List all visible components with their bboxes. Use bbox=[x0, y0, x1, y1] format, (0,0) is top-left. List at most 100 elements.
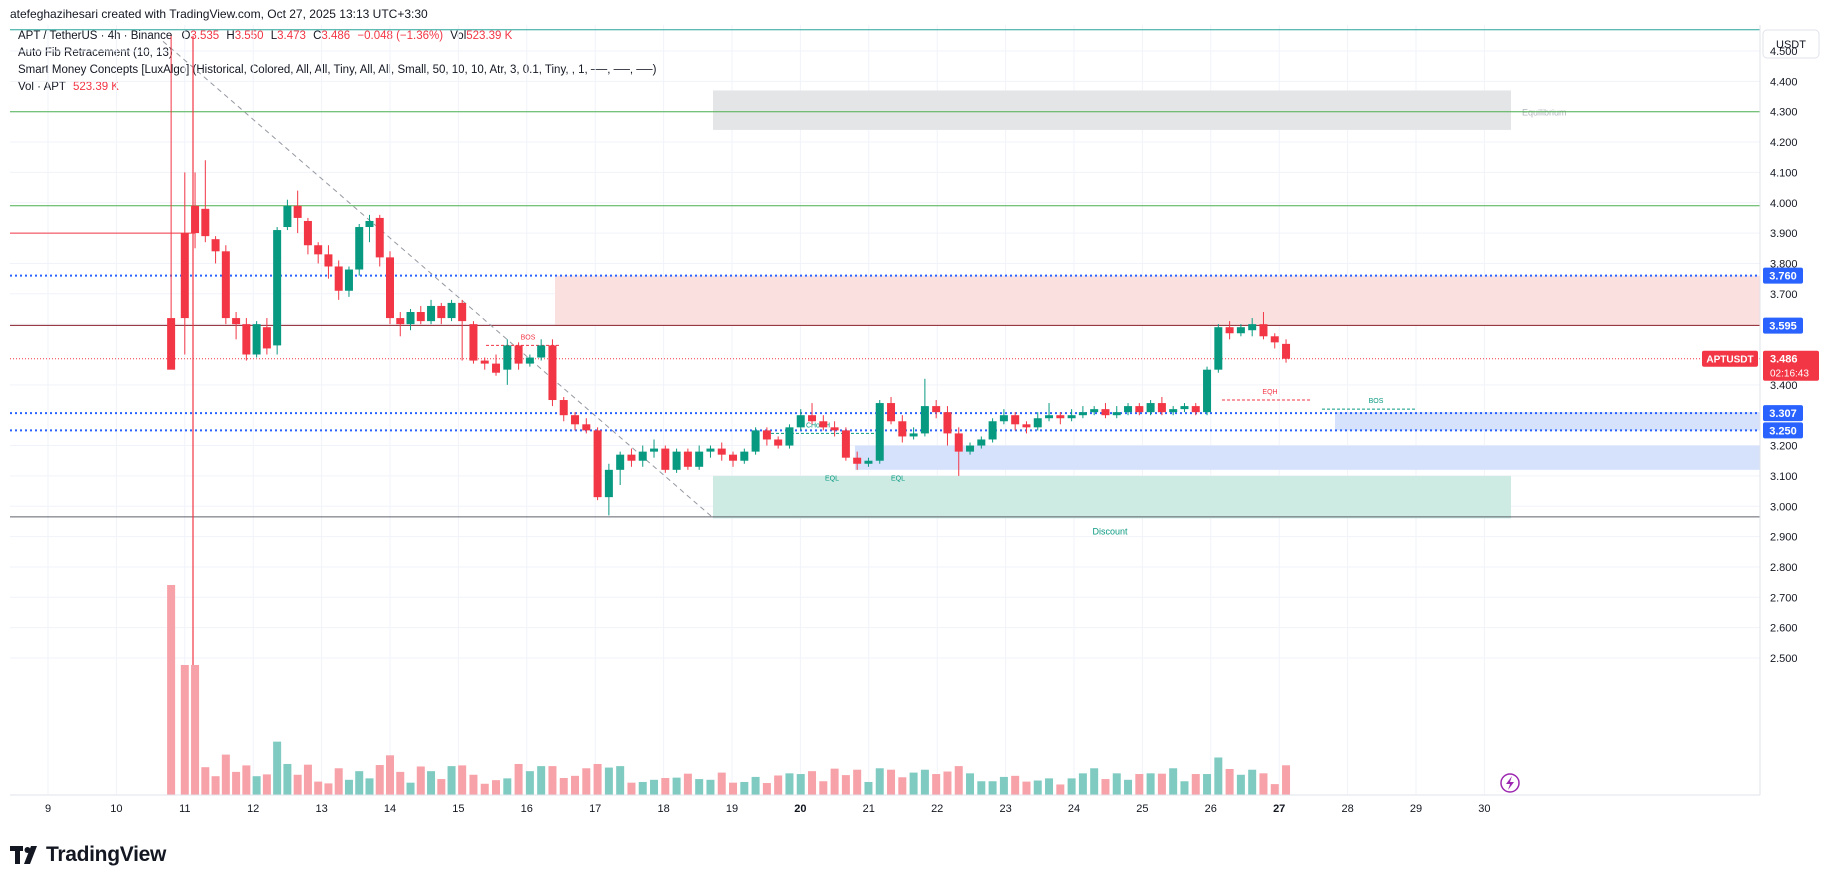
eql-label-1: EQL bbox=[825, 475, 839, 482]
volume-bar bbox=[1203, 774, 1212, 795]
price-tick: 2.900 bbox=[1770, 532, 1798, 544]
volume-bar bbox=[406, 782, 415, 795]
time-tick: 9 bbox=[45, 803, 51, 815]
time-tick: 18 bbox=[657, 803, 669, 815]
volume-bar bbox=[537, 766, 546, 795]
volume-bar bbox=[180, 665, 189, 795]
indicator-volume-legend[interactable]: Vol · APT 523.39 K bbox=[18, 81, 119, 93]
volume-bar bbox=[841, 775, 850, 795]
candle-body bbox=[1225, 327, 1234, 334]
volume-bar bbox=[525, 771, 534, 795]
volume-bar bbox=[740, 781, 749, 795]
volume-bar bbox=[729, 782, 738, 795]
time-tick: 15 bbox=[452, 803, 464, 815]
candle-body bbox=[672, 451, 681, 470]
price-tick: 4.200 bbox=[1770, 137, 1798, 149]
candle-body bbox=[537, 345, 546, 358]
lightning-button[interactable] bbox=[1500, 773, 1520, 793]
volume-bar bbox=[167, 585, 176, 795]
eqh-label: EQH bbox=[1262, 389, 1277, 396]
choch-label: CHoCH bbox=[806, 422, 830, 429]
candle-body bbox=[469, 324, 478, 361]
volume-bar bbox=[638, 781, 647, 795]
candle-body bbox=[334, 266, 343, 291]
fib-trend-line bbox=[162, 40, 713, 518]
candle-body bbox=[717, 448, 726, 455]
level-price-text: 3.250 bbox=[1769, 425, 1797, 437]
time-tick: 13 bbox=[315, 803, 327, 815]
volume-bar bbox=[273, 741, 282, 795]
volume-bar bbox=[920, 769, 929, 795]
candle-body bbox=[1056, 415, 1065, 419]
volume-bar bbox=[1011, 775, 1020, 795]
volume-bar bbox=[1191, 774, 1200, 795]
candle-body bbox=[887, 403, 896, 422]
candle-body bbox=[650, 448, 659, 452]
candle-body bbox=[898, 421, 907, 437]
symbol-tag bbox=[1702, 350, 1758, 367]
volume-bar bbox=[303, 764, 312, 795]
volume-bar bbox=[480, 783, 489, 795]
volume-bar bbox=[1033, 780, 1042, 795]
level-price-tag bbox=[1763, 267, 1803, 284]
volume-bar bbox=[458, 765, 467, 795]
volume-bar bbox=[943, 771, 952, 795]
current-price-text: 3.486 bbox=[1770, 354, 1798, 366]
volume-bar bbox=[396, 771, 405, 795]
volume-bar bbox=[437, 779, 446, 795]
candle-body bbox=[796, 415, 805, 428]
indicator-fib-legend[interactable]: Auto Fib Retracement (10, 13) bbox=[18, 47, 173, 59]
candle-body bbox=[1090, 409, 1099, 413]
volume-bar bbox=[1248, 769, 1257, 795]
price-tick: 4.300 bbox=[1770, 107, 1798, 119]
volume-bars bbox=[167, 585, 1291, 795]
symbol-legend[interactable]: APT / TetherUS · 4h · Binance O3.535 H3.… bbox=[18, 30, 512, 42]
candle-body bbox=[365, 220, 374, 228]
current-price-tag bbox=[1763, 350, 1819, 381]
price-tick: 2.600 bbox=[1770, 623, 1798, 635]
volume-bar bbox=[616, 766, 625, 795]
volume-bar bbox=[999, 776, 1008, 795]
symbol-tag-text: APTUSDT bbox=[1706, 355, 1753, 366]
volume-bar bbox=[627, 782, 636, 795]
candle-body bbox=[167, 318, 176, 370]
volume-bar bbox=[492, 780, 501, 795]
time-tick: 23 bbox=[999, 803, 1011, 815]
price-tick: 3.100 bbox=[1770, 471, 1798, 483]
supply-zone bbox=[555, 275, 1760, 326]
price-labels: 3.760 3.595 3.307 3.250 APTUSDT 3.486 02:16:43 bbox=[1500, 267, 1819, 793]
volume-bar bbox=[988, 781, 997, 795]
volume-bar bbox=[324, 783, 333, 795]
volume-bar bbox=[221, 754, 230, 795]
volume-bar bbox=[386, 755, 394, 795]
volume-bar bbox=[1214, 757, 1223, 795]
volume-bar bbox=[375, 765, 384, 795]
candle-body bbox=[808, 415, 817, 422]
candle-body bbox=[1270, 336, 1279, 343]
volume-bar bbox=[1124, 779, 1133, 795]
candle-body bbox=[1146, 403, 1155, 413]
smc-zones: Equilibrium Discount bbox=[555, 90, 1760, 537]
volume-bar bbox=[503, 778, 512, 795]
time-tick: 26 bbox=[1205, 803, 1217, 815]
indicator-smc-legend[interactable]: Smart Money Concepts [LuxAlgo] (Historic… bbox=[18, 64, 657, 76]
candle-body bbox=[762, 430, 771, 440]
volume-bar bbox=[909, 772, 918, 795]
symbol-name[interactable]: APT / TetherUS · 4h · Binance bbox=[18, 30, 173, 42]
volume-bar bbox=[853, 769, 862, 795]
candle-body bbox=[406, 312, 415, 325]
volume-bar bbox=[875, 768, 884, 795]
volume-bar bbox=[232, 771, 241, 795]
volume-bar bbox=[954, 766, 963, 795]
high-label: H bbox=[226, 30, 235, 42]
candle-body bbox=[1282, 343, 1291, 359]
volume-bar bbox=[1146, 773, 1155, 795]
volume-bar bbox=[447, 766, 456, 795]
candle-body bbox=[1203, 369, 1212, 413]
tradingview-logo[interactable]: TradingView bbox=[10, 843, 166, 867]
candle-body bbox=[492, 363, 501, 373]
bos-label: BOS bbox=[1369, 398, 1384, 405]
price-tick: 3.000 bbox=[1770, 501, 1798, 513]
time-tick: 11 bbox=[179, 803, 190, 815]
